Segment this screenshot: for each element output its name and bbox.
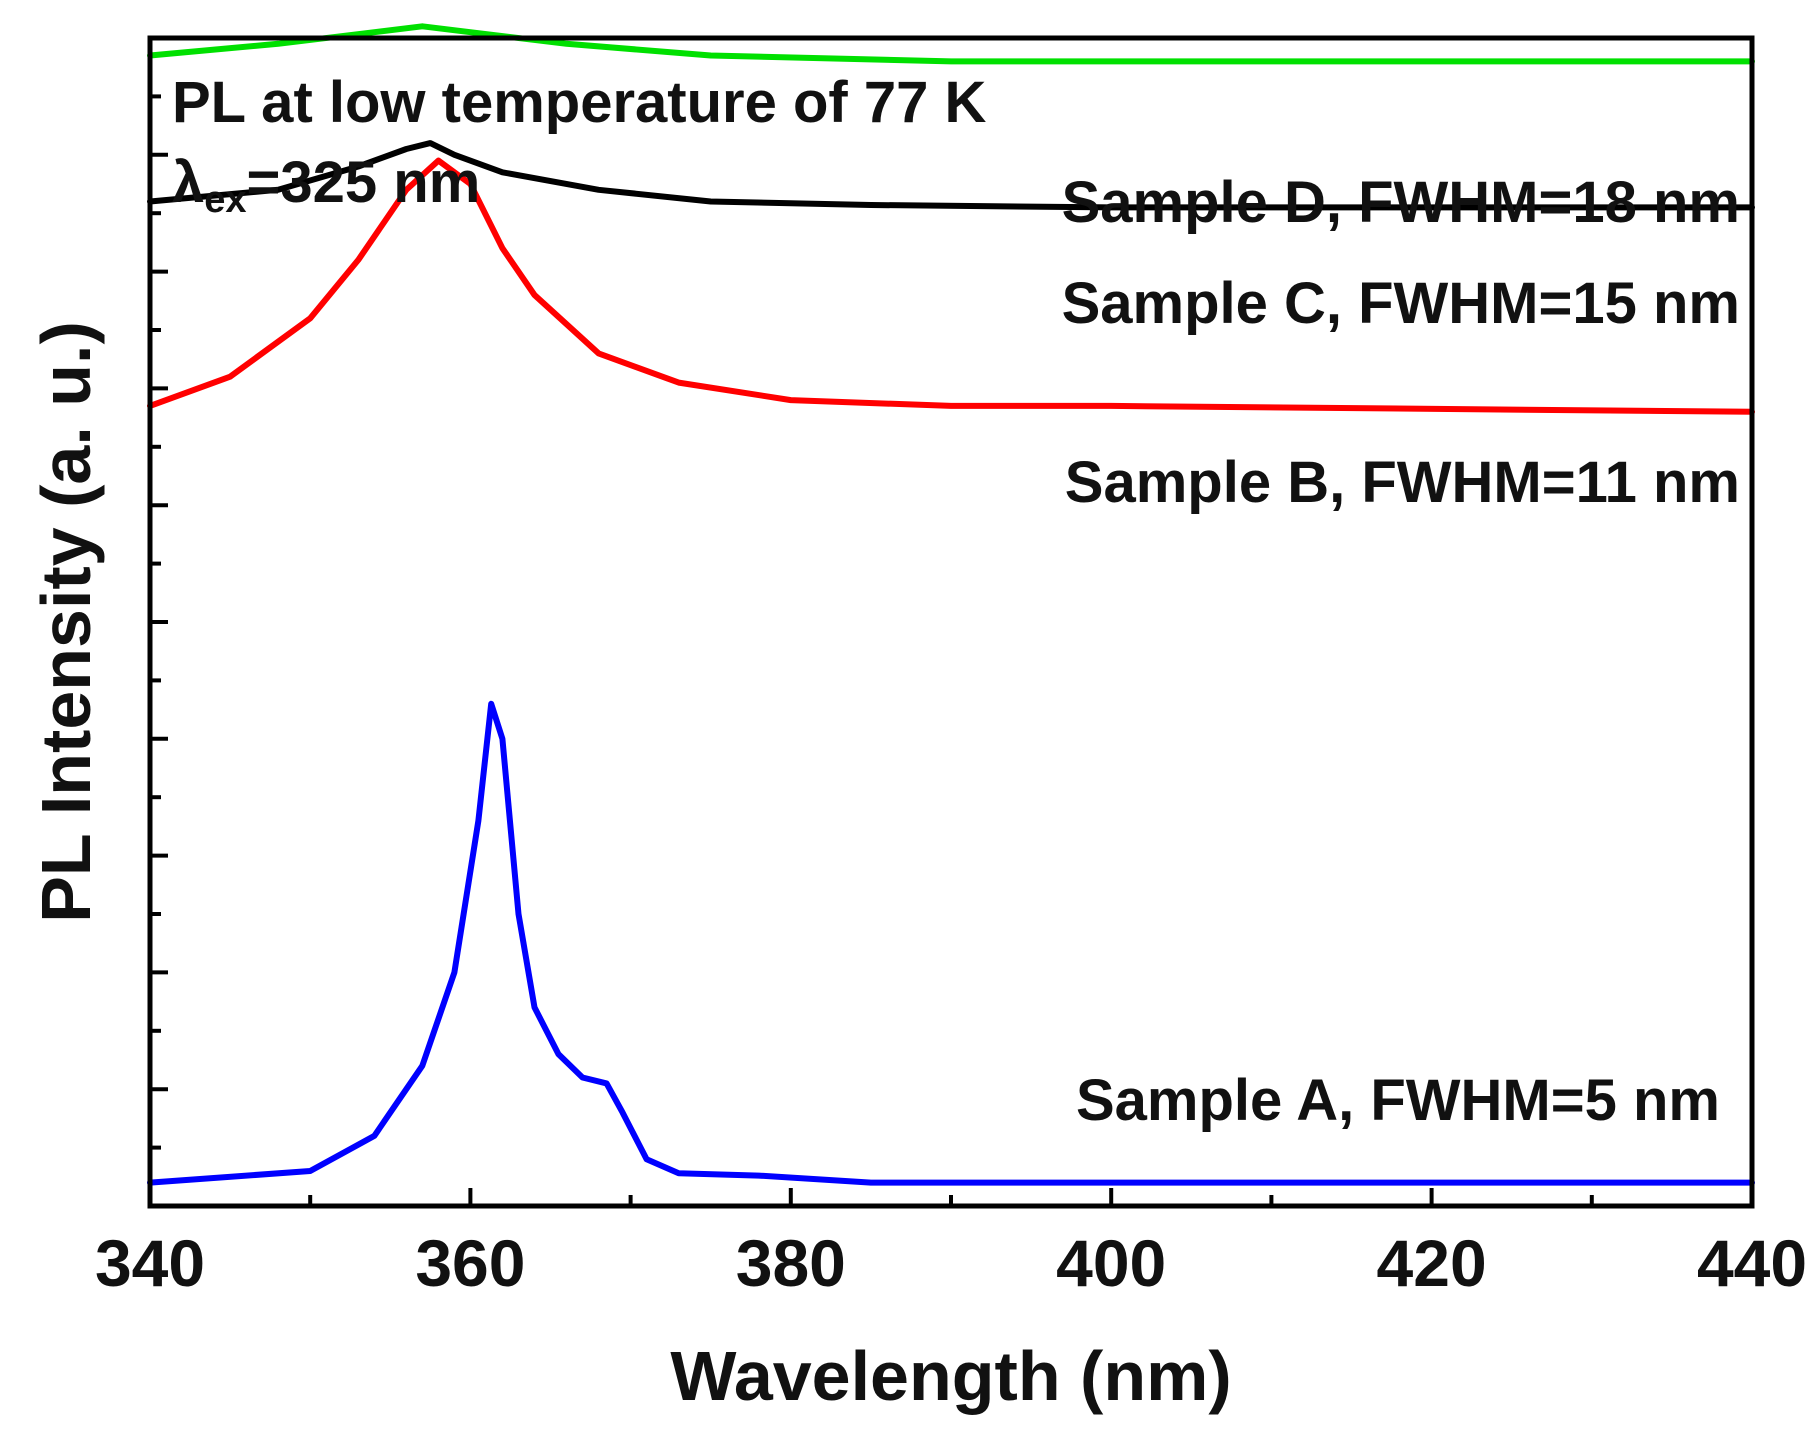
x-axis-title: Wavelength (nm) xyxy=(670,1337,1231,1415)
series-label-c: Sample C, FWHM=15 nm xyxy=(1062,271,1740,336)
x-tick-label: 380 xyxy=(736,1226,846,1300)
lambda-subscript: ex xyxy=(204,179,246,221)
series-line-d xyxy=(147,23,1755,65)
series-label-b: Sample B, FWHM=11 nm xyxy=(1065,450,1740,515)
x-tick-label: 340 xyxy=(95,1226,205,1300)
excitation-value: =325 nm xyxy=(247,150,481,215)
x-tick-label: 420 xyxy=(1377,1226,1487,1300)
series-line-a xyxy=(147,700,1755,1186)
lambda-symbol: λ xyxy=(172,150,204,215)
series-line-b xyxy=(147,157,1755,415)
annotation-temperature: PL at low temperature of 77 K xyxy=(172,70,986,135)
x-tick-labels: 340 360 380 400 420 440 xyxy=(95,1226,1807,1300)
x-tick-label: 360 xyxy=(415,1226,525,1300)
x-tick-label: 400 xyxy=(1056,1226,1166,1300)
plot-frame xyxy=(147,35,1755,1209)
series-line-c xyxy=(147,140,1755,211)
x-tick-label: 440 xyxy=(1697,1226,1807,1300)
series-label-a: Sample A, FWHM=5 nm xyxy=(1076,1068,1720,1133)
annotation-excitation: λex=325 nm xyxy=(172,150,480,221)
series-label-d: Sample D, FWHM=18 nm xyxy=(1062,170,1740,235)
series-labels: Sample A, FWHM=5 nm Sample B, FWHM=11 nm S… xyxy=(1062,170,1740,1133)
y-axis-title: PL Intensity (a. u.) xyxy=(27,321,105,923)
